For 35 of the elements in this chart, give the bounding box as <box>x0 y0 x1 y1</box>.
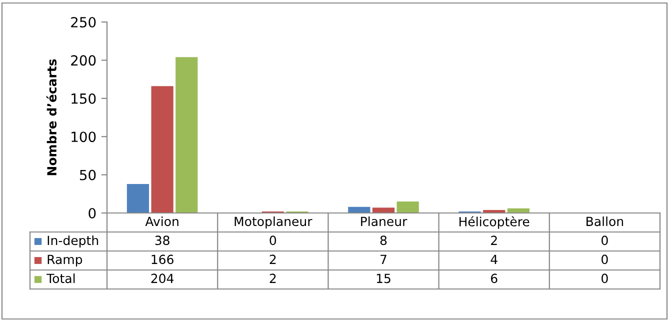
x-tick-label: Motoplaneur <box>234 216 312 229</box>
y-tick-label: 0 <box>88 208 96 218</box>
x-tick-label: Planeur <box>361 216 408 226</box>
bar <box>126 184 150 213</box>
data-label: 4 <box>490 254 498 264</box>
data-label: 7 <box>380 254 386 264</box>
data-label: 0 <box>602 254 608 264</box>
bar <box>396 202 419 213</box>
data-label: 8 <box>380 236 387 246</box>
x-tick-label: Hélicoptère <box>460 216 530 229</box>
y-tick-label: 200 <box>71 55 96 66</box>
x-tick-label: Avion <box>145 216 178 226</box>
data-label: 2 <box>270 254 276 264</box>
bar <box>151 86 174 213</box>
y-tick-label: 100 <box>72 132 96 142</box>
legend-label: Total <box>46 273 75 284</box>
data-label: 2 <box>491 236 497 245</box>
x-tick-label: Ballon <box>586 216 624 226</box>
legend-label: Ramp <box>48 254 82 267</box>
data-label: 2 <box>270 274 276 283</box>
data-label: 204 <box>151 274 174 284</box>
data-label: 38 <box>155 236 170 246</box>
y-tick-label: 150 <box>72 93 96 104</box>
y-axis-title: Nombre d’écarts <box>46 59 57 176</box>
data-label: 0 <box>270 236 276 246</box>
bar <box>176 57 198 213</box>
data-label: 15 <box>376 274 390 284</box>
data-label: 0 <box>602 274 608 284</box>
data-label: 6 <box>490 274 498 284</box>
y-tick-label: 50 <box>80 170 96 180</box>
data-label: 166 <box>152 254 174 264</box>
data-label: 0 <box>602 236 608 246</box>
bar <box>372 208 395 213</box>
y-tick-label: 250 <box>71 16 96 28</box>
legend-label: In-depth <box>48 235 98 248</box>
